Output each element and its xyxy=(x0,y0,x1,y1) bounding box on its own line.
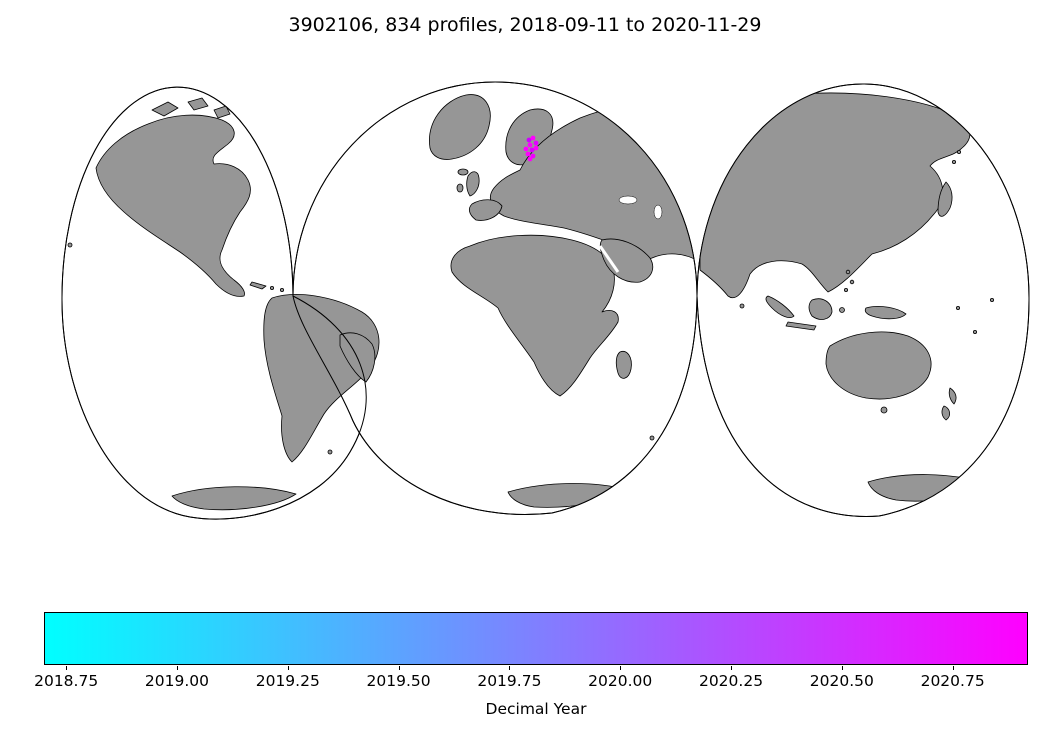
colorbar-tick xyxy=(509,666,511,670)
philippines xyxy=(844,287,849,292)
profile-marker xyxy=(533,145,539,151)
colorbar-tick xyxy=(176,666,178,670)
tasmania xyxy=(880,406,888,414)
kuril-island xyxy=(957,149,962,154)
british-isles xyxy=(466,171,480,197)
philippines xyxy=(849,279,855,285)
arctic-island xyxy=(187,97,209,111)
profile-marker xyxy=(530,135,536,141)
island xyxy=(279,287,284,292)
profile-marker xyxy=(529,147,535,153)
profile-marker xyxy=(530,153,536,159)
japan xyxy=(937,181,953,217)
profile-marker xyxy=(525,151,531,157)
iceland xyxy=(457,168,469,176)
colorbar-tick xyxy=(287,666,289,670)
ireland xyxy=(456,183,464,193)
colorbar xyxy=(44,612,1028,665)
figure-title: 3902106, 834 profiles, 2018-09-11 to 202… xyxy=(288,14,762,36)
australia xyxy=(825,331,932,400)
colorbar-tick-label: 2020.75 xyxy=(920,672,985,690)
continents xyxy=(67,92,995,511)
new-zealand-north xyxy=(948,387,957,405)
iberia xyxy=(468,199,503,221)
colorbar-tick xyxy=(952,666,954,670)
greenland xyxy=(429,94,491,160)
sumatra xyxy=(765,295,795,318)
continent-africa xyxy=(450,234,619,397)
island xyxy=(269,285,274,290)
sri-lanka xyxy=(739,303,745,309)
continent-asia xyxy=(699,92,971,299)
profile-marker xyxy=(526,137,532,143)
island-falkland xyxy=(327,449,333,455)
colorbar-tick-label: 2020.50 xyxy=(809,672,874,690)
island-cuba xyxy=(249,281,267,290)
profile-marker xyxy=(527,156,533,162)
continent-north-america xyxy=(95,114,251,297)
antarctica-west xyxy=(171,486,297,511)
red-sea xyxy=(598,245,620,273)
colorbar-tick xyxy=(620,666,622,670)
arctic-island xyxy=(151,101,179,117)
colorbar-tick-label: 2020.00 xyxy=(588,672,653,690)
colorbar-tick-label: 2019.00 xyxy=(144,672,210,690)
profile-marker xyxy=(523,146,529,152)
profile-marker xyxy=(527,142,533,148)
pacific-island xyxy=(973,329,978,334)
kuril-island xyxy=(952,159,957,164)
colorbar-axis-label: Decimal Year xyxy=(485,700,587,718)
arctic-island xyxy=(213,105,231,119)
black-sea xyxy=(618,195,638,205)
colorbar-tick-label: 2020.25 xyxy=(698,672,764,690)
philippines xyxy=(845,269,851,275)
float-trajectory-markers xyxy=(523,135,539,162)
new-zealand-south xyxy=(941,405,950,421)
colorbar-axis: 2018.75 2019.00 2019.25 2019.50 2019.75 2020.… xyxy=(34,666,1028,694)
lobe-outline-west xyxy=(61,86,367,520)
colorbar-tick-label: 2019.75 xyxy=(477,672,542,690)
world-map xyxy=(61,81,1030,520)
colorbar-tick-label: 2019.50 xyxy=(366,672,431,690)
pacific-island xyxy=(990,297,995,302)
java xyxy=(785,321,817,331)
lobe-outlines-overlay xyxy=(61,81,1030,520)
colorbar-tick xyxy=(731,666,733,670)
colorbar-tick xyxy=(398,666,400,670)
island xyxy=(649,435,655,441)
caspian-sea xyxy=(653,204,663,220)
colorbar-tick-label: 2018.75 xyxy=(34,672,99,690)
new-guinea xyxy=(864,306,907,320)
lobe-outline-central xyxy=(292,81,698,515)
colorbar-tick xyxy=(841,666,843,670)
borneo xyxy=(808,298,833,320)
lobe-outline-east xyxy=(696,83,1030,517)
arabia xyxy=(599,238,654,283)
profile-marker xyxy=(533,140,539,146)
island xyxy=(67,242,73,248)
pacific-island xyxy=(956,305,961,310)
colorbar-tick-label: 2019.25 xyxy=(255,672,320,690)
sulawesi xyxy=(839,307,845,313)
antarctica-east xyxy=(867,474,987,502)
madagascar xyxy=(615,350,632,379)
colorbar-tick xyxy=(66,666,68,670)
